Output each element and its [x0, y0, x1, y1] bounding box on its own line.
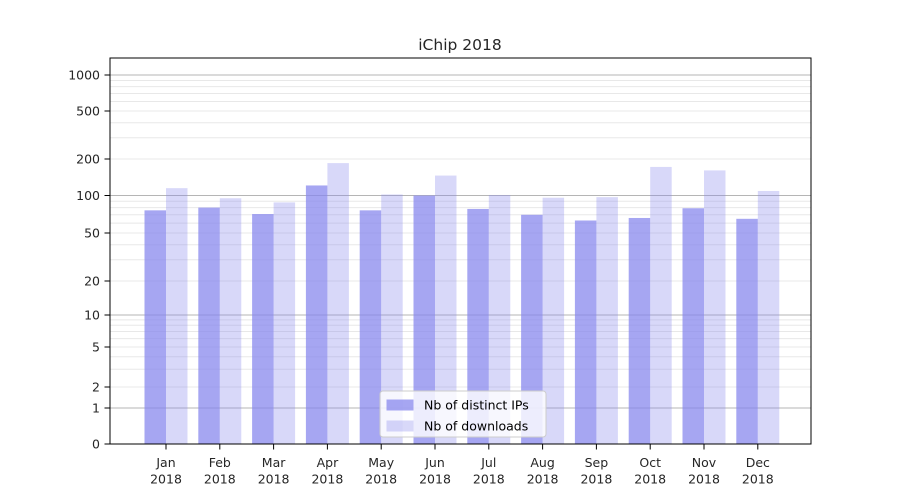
x-tick-label-month: Mar — [262, 455, 286, 470]
x-tick-label-year: 2018 — [365, 472, 397, 487]
bar-jan-2018-downloads — [166, 188, 188, 444]
x-tick-label-year: 2018 — [204, 472, 236, 487]
x-tick-label-year: 2018 — [419, 472, 451, 487]
x-tick-label-year: 2018 — [473, 472, 505, 487]
bar-jun-2018-distinct-ips — [413, 195, 435, 444]
bar-may-2018-distinct-ips — [359, 210, 382, 444]
chart-title: iChip 2018 — [418, 36, 501, 54]
x-tick-label-year: 2018 — [258, 472, 290, 487]
bar-apr-2018-distinct-ips — [305, 185, 328, 444]
axes — [109, 57, 812, 445]
bar-oct-2018-downloads — [650, 166, 672, 445]
y-tick-label: 10 — [84, 308, 100, 323]
plot-border — [109, 57, 812, 445]
x-tick-label-year: 2018 — [580, 472, 612, 487]
y-tick-label: 0 — [92, 437, 100, 452]
x-tick-label-year: 2018 — [311, 472, 343, 487]
bar-aug-2018-downloads — [542, 197, 565, 444]
y-tick-label: 1 — [92, 401, 100, 416]
legend: Nb of distinct IPs Nb of downloads — [379, 390, 547, 438]
bar-jul-2018-downloads — [488, 194, 511, 444]
y-tick-label: 2 — [92, 380, 100, 395]
bar-feb-2018-distinct-ips — [198, 207, 220, 444]
legend-label-downloads: Nb of downloads — [424, 419, 528, 434]
legend-swatch-downloads — [386, 420, 414, 432]
bars — [144, 163, 780, 445]
x-tick-label-year: 2018 — [634, 472, 666, 487]
bar-jun-2018-downloads — [435, 175, 457, 445]
x-tick-label-month: Aug — [530, 455, 554, 470]
y-tick-label: 5 — [92, 340, 100, 355]
x-tick-label-month: Nov — [692, 455, 717, 470]
y-tick-label: 1000 — [68, 68, 100, 83]
x-tick-label-month: Jul — [480, 455, 496, 470]
x-tick-label-month: Apr — [317, 455, 339, 470]
x-tick-label-month: Jan — [155, 455, 175, 470]
bar-dec-2018-distinct-ips — [736, 218, 758, 444]
bar-mar-2018-downloads — [273, 202, 296, 444]
bar-dec-2018-downloads — [757, 190, 780, 444]
x-tick-label-year: 2018 — [688, 472, 720, 487]
legend-label-distinct-ips: Nb of distinct IPs — [424, 398, 529, 413]
y-tick-label: 200 — [76, 152, 100, 167]
x-tick-label-month: Jun — [424, 455, 445, 470]
x-tick-label-year: 2018 — [527, 472, 559, 487]
x-tick-label-month: May — [368, 455, 394, 470]
bar-nov-2018-downloads — [704, 170, 726, 444]
x-tick-label-month: Dec — [746, 455, 770, 470]
x-tick-label-month: Oct — [639, 455, 661, 470]
y-tick-label: 500 — [76, 104, 100, 119]
y-tick-label: 100 — [76, 188, 100, 203]
legend-swatch-distinct-ips — [386, 399, 414, 411]
bar-feb-2018-downloads — [219, 198, 242, 444]
bar-apr-2018-downloads — [327, 163, 349, 444]
x-tick-label-month: Feb — [209, 455, 231, 470]
y-tick-label: 20 — [84, 274, 100, 289]
bar-sep-2018-downloads — [596, 197, 618, 444]
x-tick-labels: Jan 2018 Feb 2018 Mar 2018 Apr 2018 May 2018 Jun 20… — [150, 455, 774, 487]
y-tick-label: 50 — [84, 226, 100, 241]
bar-oct-2018-distinct-ips — [628, 217, 651, 444]
x-tick-label-month: Sep — [585, 455, 609, 470]
bar-jul-2018-distinct-ips — [467, 208, 489, 444]
bar-mar-2018-distinct-ips — [252, 214, 274, 444]
tick-marks — [104, 74, 759, 450]
legend-box — [379, 390, 547, 438]
bar-aug-2018-distinct-ips — [521, 214, 543, 444]
x-tick-label-year: 2018 — [150, 472, 182, 487]
bar-sep-2018-distinct-ips — [574, 220, 597, 444]
bar-may-2018-downloads — [381, 194, 403, 444]
bar-nov-2018-distinct-ips — [682, 208, 704, 444]
bar-jan-2018-distinct-ips — [144, 210, 166, 444]
y-tick-labels: 0 1 2 5 10 20 50 100 200 500 1000 — [68, 68, 100, 452]
x-tick-label-year: 2018 — [742, 472, 774, 487]
